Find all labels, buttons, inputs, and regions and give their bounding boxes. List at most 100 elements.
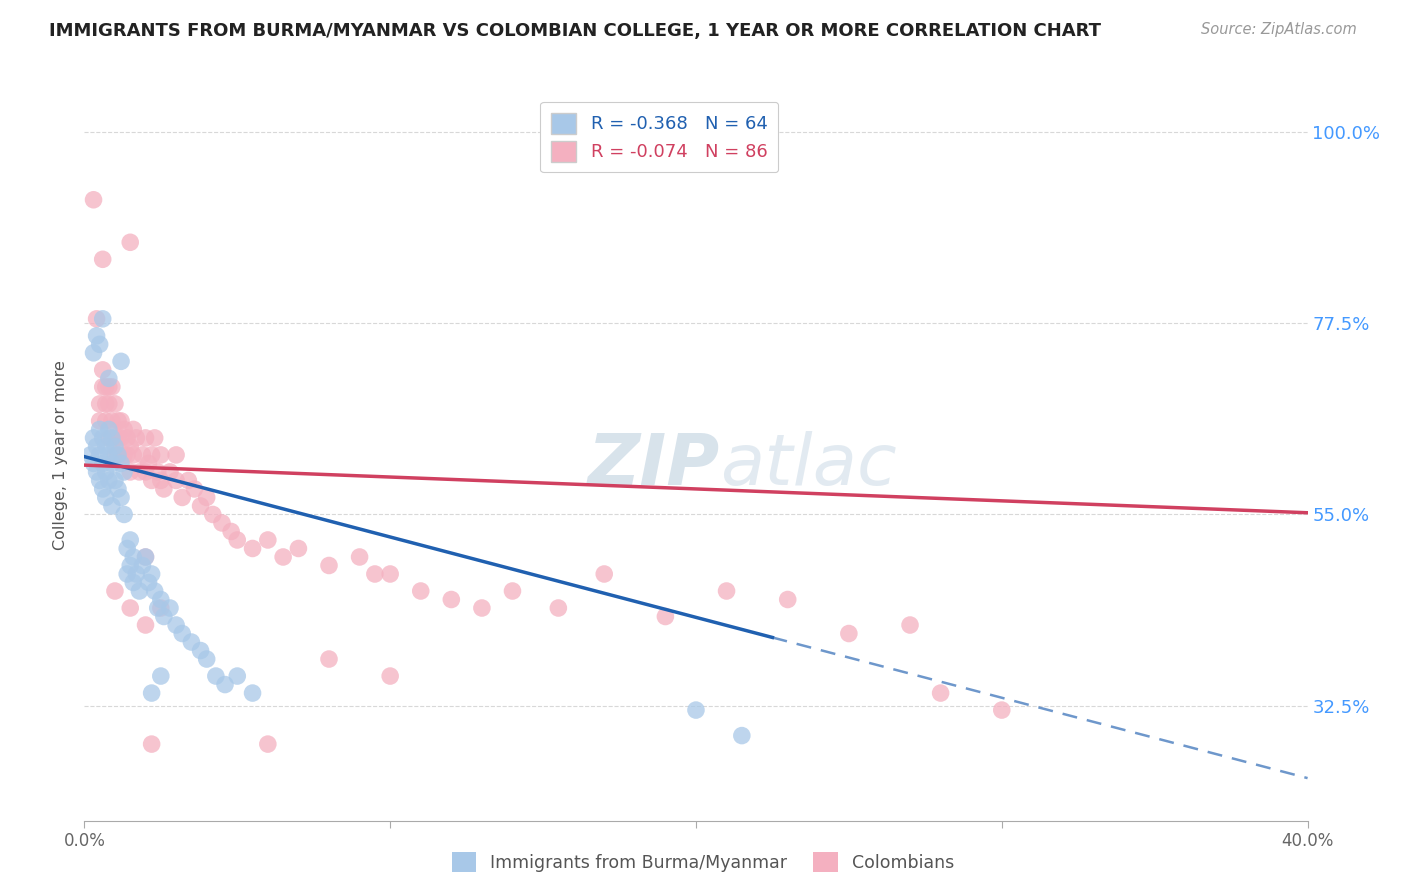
Point	[135, 618, 157, 632]
Point	[107, 448, 129, 462]
Point	[83, 431, 105, 445]
Point	[257, 533, 280, 547]
Point	[83, 346, 105, 360]
Point	[716, 584, 738, 599]
Point	[380, 669, 402, 683]
Point	[991, 703, 1014, 717]
Point	[91, 363, 114, 377]
Point	[107, 448, 129, 462]
Legend: Immigrants from Burma/Myanmar, Colombians: Immigrants from Burma/Myanmar, Colombian…	[446, 845, 960, 879]
Point	[138, 575, 160, 590]
Point	[112, 448, 135, 462]
Point	[318, 652, 340, 666]
Point	[219, 524, 242, 539]
Point	[183, 482, 205, 496]
Point	[271, 549, 294, 564]
Point	[172, 626, 194, 640]
Point	[97, 422, 120, 436]
Point	[97, 448, 120, 462]
Point	[287, 541, 309, 556]
Point	[149, 448, 172, 462]
Point	[135, 549, 157, 564]
Point	[776, 592, 799, 607]
Legend: R = -0.368   N = 64, R = -0.074   N = 86: R = -0.368 N = 64, R = -0.074 N = 86	[540, 102, 779, 172]
Point	[83, 193, 105, 207]
Point	[242, 541, 264, 556]
Point	[91, 380, 114, 394]
Point	[141, 474, 163, 488]
Point	[149, 669, 172, 683]
Point	[125, 566, 148, 581]
Point	[898, 618, 921, 632]
Point	[242, 686, 264, 700]
Point	[165, 448, 187, 462]
Point	[135, 465, 157, 479]
Point	[165, 618, 187, 632]
Point	[94, 491, 117, 505]
Point	[471, 601, 494, 615]
Point	[149, 474, 172, 488]
Point	[86, 439, 108, 453]
Point	[128, 584, 150, 599]
Point	[89, 422, 111, 436]
Point	[112, 465, 135, 479]
Point	[177, 474, 200, 488]
Point	[104, 397, 127, 411]
Point	[214, 677, 236, 691]
Point	[195, 652, 218, 666]
Point	[86, 329, 108, 343]
Point	[101, 431, 124, 445]
Text: atlас: atlас	[720, 432, 897, 500]
Point	[107, 414, 129, 428]
Point	[120, 439, 142, 453]
Y-axis label: College, 1 year or more: College, 1 year or more	[53, 360, 69, 549]
Point	[159, 601, 181, 615]
Point	[141, 737, 163, 751]
Point	[91, 311, 114, 326]
Text: Source: ZipAtlas.com: Source: ZipAtlas.com	[1201, 22, 1357, 37]
Point	[654, 609, 676, 624]
Point	[122, 422, 145, 436]
Point	[101, 499, 124, 513]
Point	[79, 448, 101, 462]
Point	[86, 465, 108, 479]
Point	[172, 491, 194, 505]
Point	[122, 549, 145, 564]
Point	[135, 431, 157, 445]
Point	[153, 482, 176, 496]
Point	[143, 431, 166, 445]
Point	[731, 729, 754, 743]
Point	[110, 431, 132, 445]
Point	[89, 337, 111, 351]
Point	[685, 703, 707, 717]
Point	[120, 558, 142, 573]
Point	[91, 482, 114, 496]
Point	[929, 686, 952, 700]
Point	[159, 465, 181, 479]
Point	[101, 457, 124, 471]
Point	[153, 609, 176, 624]
Point	[97, 371, 120, 385]
Point	[104, 439, 127, 453]
Point	[89, 474, 111, 488]
Point	[104, 448, 127, 462]
Point	[149, 592, 172, 607]
Point	[547, 601, 569, 615]
Point	[838, 626, 860, 640]
Point	[120, 601, 142, 615]
Point	[101, 380, 124, 394]
Point	[115, 431, 138, 445]
Point	[91, 252, 114, 267]
Point	[364, 566, 387, 581]
Point	[115, 448, 138, 462]
Point	[94, 380, 117, 394]
Point	[135, 549, 157, 564]
Point	[97, 474, 120, 488]
Point	[94, 397, 117, 411]
Point	[110, 491, 132, 505]
Point	[190, 643, 212, 657]
Point	[146, 465, 169, 479]
Point	[104, 584, 127, 599]
Point	[91, 431, 114, 445]
Point	[104, 474, 127, 488]
